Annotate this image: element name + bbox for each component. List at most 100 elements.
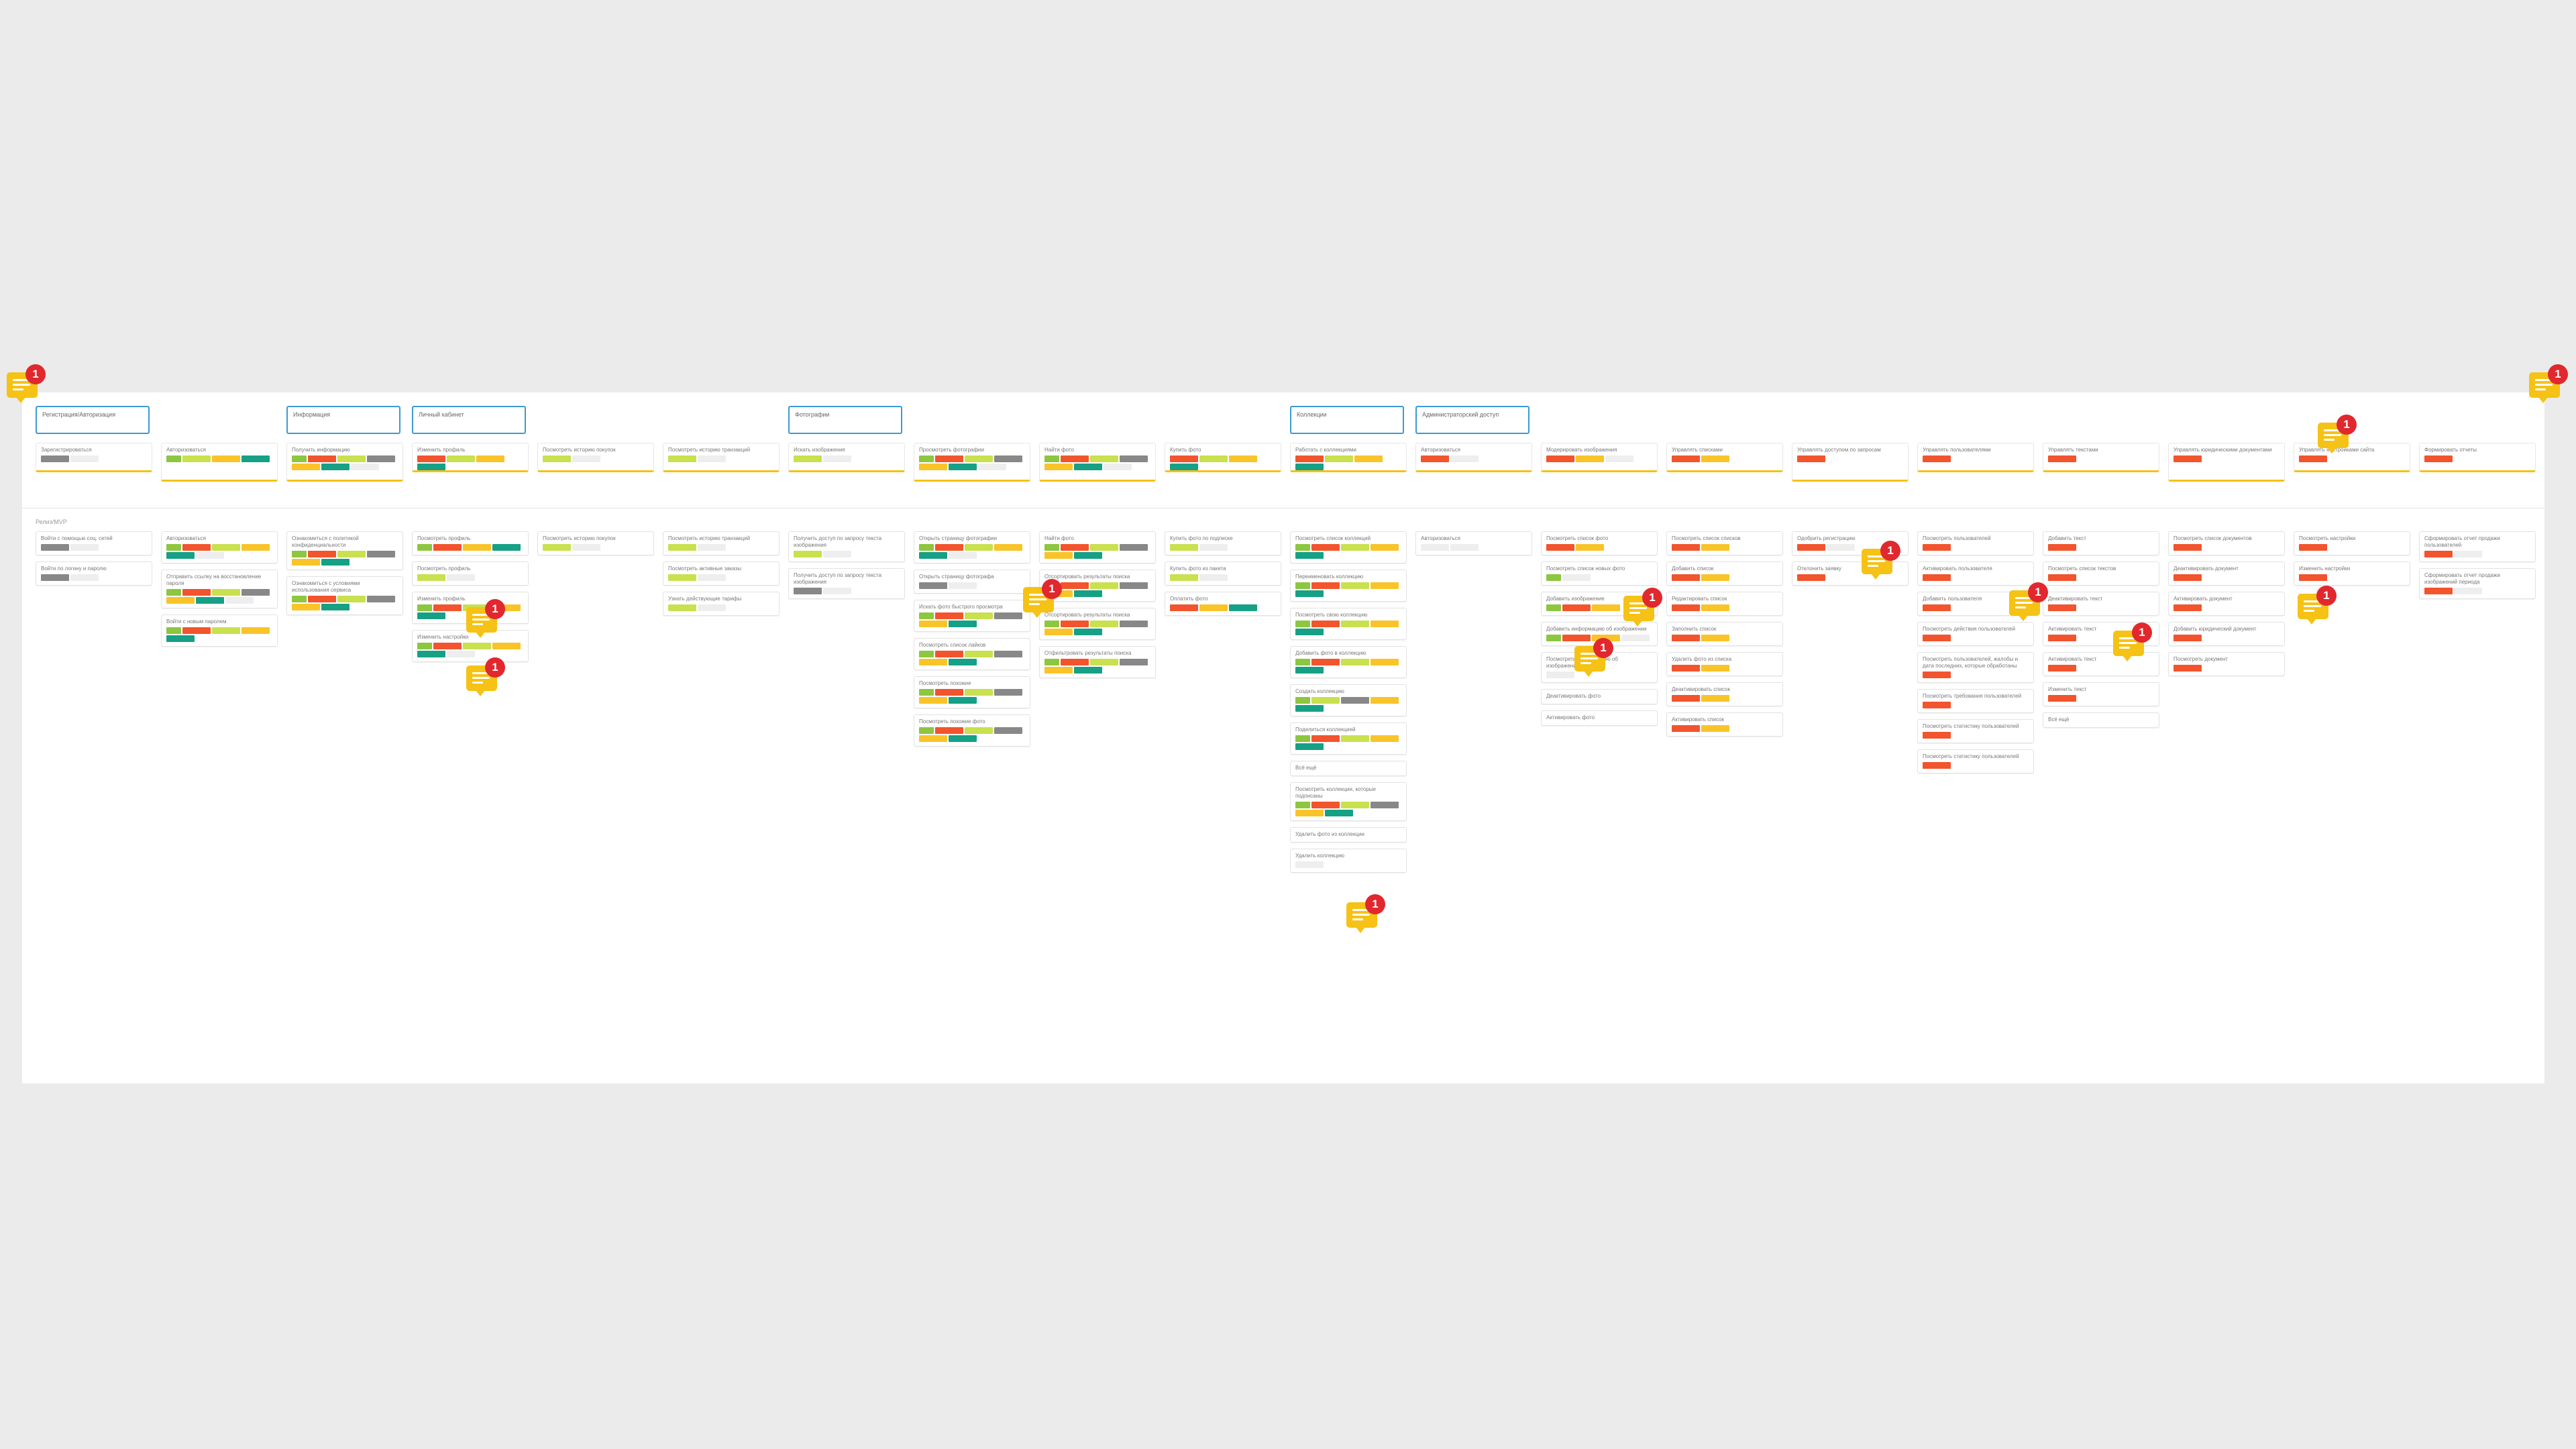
story-card[interactable]: Добавить фото в коллекцию bbox=[1290, 646, 1407, 678]
comment-icon[interactable]: 1 bbox=[466, 599, 505, 638]
activity-card[interactable]: Купить фото bbox=[1165, 443, 1281, 472]
story-card[interactable]: Посмотреть действия пользователей bbox=[1917, 622, 2034, 646]
story-card[interactable]: Оплатить фото bbox=[1165, 592, 1281, 616]
activity-card[interactable]: Посмотреть историю транзакций bbox=[663, 443, 780, 472]
story-card[interactable]: Деактивировать фото bbox=[1541, 689, 1658, 704]
story-card[interactable]: Купить фото из пакета bbox=[1165, 561, 1281, 586]
story-card[interactable]: Ознакомиться с политикой конфиденциально… bbox=[286, 531, 403, 570]
activity-card[interactable]: Изменить профиль bbox=[412, 443, 529, 472]
activity-card[interactable]: Авторизоваться bbox=[161, 443, 278, 482]
story-card[interactable]: Активировать документ bbox=[2168, 592, 2285, 616]
comment-icon[interactable]: 1 bbox=[1574, 638, 1613, 677]
story-card[interactable]: Посмотреть требования пользователей bbox=[1917, 689, 2034, 713]
activity-card[interactable]: Формировать отчеты bbox=[2419, 443, 2536, 472]
story-card[interactable]: Добавить список bbox=[1666, 561, 1783, 586]
story-card[interactable]: Посмотреть профиль bbox=[412, 531, 529, 555]
story-card[interactable]: Всё ещё bbox=[1290, 761, 1407, 776]
activity-card[interactable]: Управлять доступом по запросам bbox=[1792, 443, 1909, 482]
story-card[interactable]: Посмотреть список коллекций bbox=[1290, 531, 1407, 564]
comment-icon[interactable]: 1 bbox=[7, 364, 46, 403]
story-card[interactable]: Ознакомиться с условиями использования с… bbox=[286, 576, 403, 615]
story-card[interactable]: Сформировать отчет продажи изображений п… bbox=[2419, 568, 2536, 599]
story-card[interactable]: Посмотреть похожие фото bbox=[914, 714, 1030, 747]
story-card[interactable]: Получить доступ по запросу текста изобра… bbox=[788, 568, 905, 599]
activity-card[interactable]: Управлять текстами bbox=[2043, 443, 2159, 472]
story-card[interactable]: Удалить фото из коллекции bbox=[1290, 827, 1407, 843]
story-card[interactable]: Посмотреть профиль bbox=[412, 561, 529, 586]
comment-icon[interactable]: 1 bbox=[2318, 415, 2357, 453]
comment-icon[interactable]: 1 bbox=[2298, 586, 2337, 625]
epic-card[interactable]: Коллекции bbox=[1290, 406, 1404, 434]
story-card[interactable]: Купить фото по подписке bbox=[1165, 531, 1281, 555]
story-card[interactable]: Узнать действующие тарифы bbox=[663, 592, 780, 616]
story-card[interactable]: Войти с помощью соц. сетей bbox=[36, 531, 152, 555]
activity-card[interactable]: Зарегистрироваться bbox=[36, 443, 152, 472]
story-card[interactable]: Создать коллекцию bbox=[1290, 684, 1407, 716]
story-card[interactable]: Редактировать список bbox=[1666, 592, 1783, 616]
story-card[interactable]: Посмотреть список документов bbox=[2168, 531, 2285, 555]
story-card[interactable]: Посмотреть статистику пользователей bbox=[1917, 719, 2034, 743]
story-card[interactable]: Авторизоваться bbox=[1415, 531, 1532, 555]
activity-card[interactable]: Управлять юридическими документами bbox=[2168, 443, 2285, 482]
story-card[interactable]: Посмотреть список лайков bbox=[914, 638, 1030, 670]
activity-card[interactable]: Искать изображения bbox=[788, 443, 905, 472]
story-card[interactable]: Авторизоваться bbox=[161, 531, 278, 564]
story-card[interactable]: Активировать список bbox=[1666, 712, 1783, 737]
story-card[interactable]: Войти с новым паролем bbox=[161, 614, 278, 647]
story-card[interactable]: Поделиться коллекцией bbox=[1290, 722, 1407, 755]
activity-card[interactable]: Получить информацию bbox=[286, 443, 403, 482]
story-card[interactable]: Отправить ссылку на восстановление парол… bbox=[161, 570, 278, 608]
story-card[interactable]: Активировать пользователя bbox=[1917, 561, 2034, 586]
story-card[interactable]: Посмотреть пользователей, жалобы и дата … bbox=[1917, 652, 2034, 683]
epic-card[interactable]: Администраторский доступ bbox=[1415, 406, 1529, 434]
story-card[interactable]: Посмотреть пользователей bbox=[1917, 531, 2034, 555]
activity-card[interactable]: Работать с коллекциями bbox=[1290, 443, 1407, 472]
comment-icon[interactable]: 1 bbox=[2529, 364, 2568, 403]
activity-card[interactable]: Управлять пользователями bbox=[1917, 443, 2034, 472]
story-card[interactable]: Всё ещё bbox=[2043, 712, 2159, 728]
story-card[interactable]: Посмотреть историю покупок bbox=[537, 531, 654, 555]
activity-card[interactable]: Управлять настройками сайта bbox=[2294, 443, 2410, 472]
activity-card[interactable]: Посмотреть историю покупок bbox=[537, 443, 654, 472]
story-card[interactable]: Посмотреть список текстов bbox=[2043, 561, 2159, 586]
epic-card[interactable]: Фотографии bbox=[788, 406, 902, 434]
story-card[interactable]: Посмотреть статистику пользователей bbox=[1917, 749, 2034, 773]
story-card[interactable]: Активировать фото bbox=[1541, 710, 1658, 726]
story-card[interactable]: Удалить коллекцию bbox=[1290, 849, 1407, 873]
story-card[interactable]: Добавить текст bbox=[2043, 531, 2159, 555]
story-card[interactable]: Посмотреть похожие bbox=[914, 676, 1030, 708]
activity-card[interactable]: Авторизоваться bbox=[1415, 443, 1532, 472]
comment-icon[interactable]: 1 bbox=[1346, 894, 1385, 933]
story-card[interactable]: Деактивировать текст bbox=[2043, 592, 2159, 616]
story-card[interactable]: Найти фото bbox=[1039, 531, 1156, 564]
story-card[interactable]: Деактивировать список bbox=[1666, 682, 1783, 706]
activity-card[interactable]: Модерировать изображения bbox=[1541, 443, 1658, 472]
story-card[interactable]: Изменить настройки bbox=[2294, 561, 2410, 586]
epic-card[interactable]: Регистрация/Авторизация bbox=[36, 406, 150, 434]
story-card[interactable]: Удалить фото из списка bbox=[1666, 652, 1783, 676]
story-card[interactable]: Изменить текст bbox=[2043, 682, 2159, 706]
story-card[interactable]: Посмотреть историю транзакций bbox=[663, 531, 780, 555]
activity-card[interactable]: Найти фото bbox=[1039, 443, 1156, 482]
comment-icon[interactable]: 1 bbox=[2009, 582, 2048, 621]
story-card[interactable]: Посмотреть коллекции, которые подписаны bbox=[1290, 782, 1407, 821]
story-card[interactable]: Посмотреть активные заказы bbox=[663, 561, 780, 586]
story-card[interactable]: Открыть страницу фотографии bbox=[914, 531, 1030, 564]
story-card[interactable]: Отфильтровать результаты поиска bbox=[1039, 646, 1156, 678]
story-card[interactable]: Искать фото быстрого просмотра bbox=[914, 600, 1030, 632]
story-card[interactable]: Посмотреть список новых фото bbox=[1541, 561, 1658, 586]
story-card[interactable]: Переименовать коллекцию bbox=[1290, 570, 1407, 602]
activity-card[interactable]: Управлять списками bbox=[1666, 443, 1783, 472]
story-card[interactable]: Войти по логину и паролю bbox=[36, 561, 152, 586]
comment-icon[interactable]: 1 bbox=[1862, 541, 1900, 580]
epic-card[interactable]: Информация bbox=[286, 406, 400, 434]
story-card[interactable]: Сформировать отчет продажи пользователей bbox=[2419, 531, 2536, 562]
epic-card[interactable]: Личный кабинет bbox=[412, 406, 526, 434]
story-map-board[interactable]: Регистрация/Авторизация Информация Личный … bbox=[22, 392, 2544, 1083]
story-card[interactable]: Изменить настройки bbox=[412, 630, 529, 662]
comment-icon[interactable]: 1 bbox=[466, 657, 505, 696]
story-card[interactable]: Добавить юридический документ bbox=[2168, 622, 2285, 646]
story-card[interactable]: Посмотреть список списков bbox=[1666, 531, 1783, 555]
story-card[interactable]: Посмотреть настройки bbox=[2294, 531, 2410, 555]
story-card[interactable]: Посмотреть документ bbox=[2168, 652, 2285, 676]
